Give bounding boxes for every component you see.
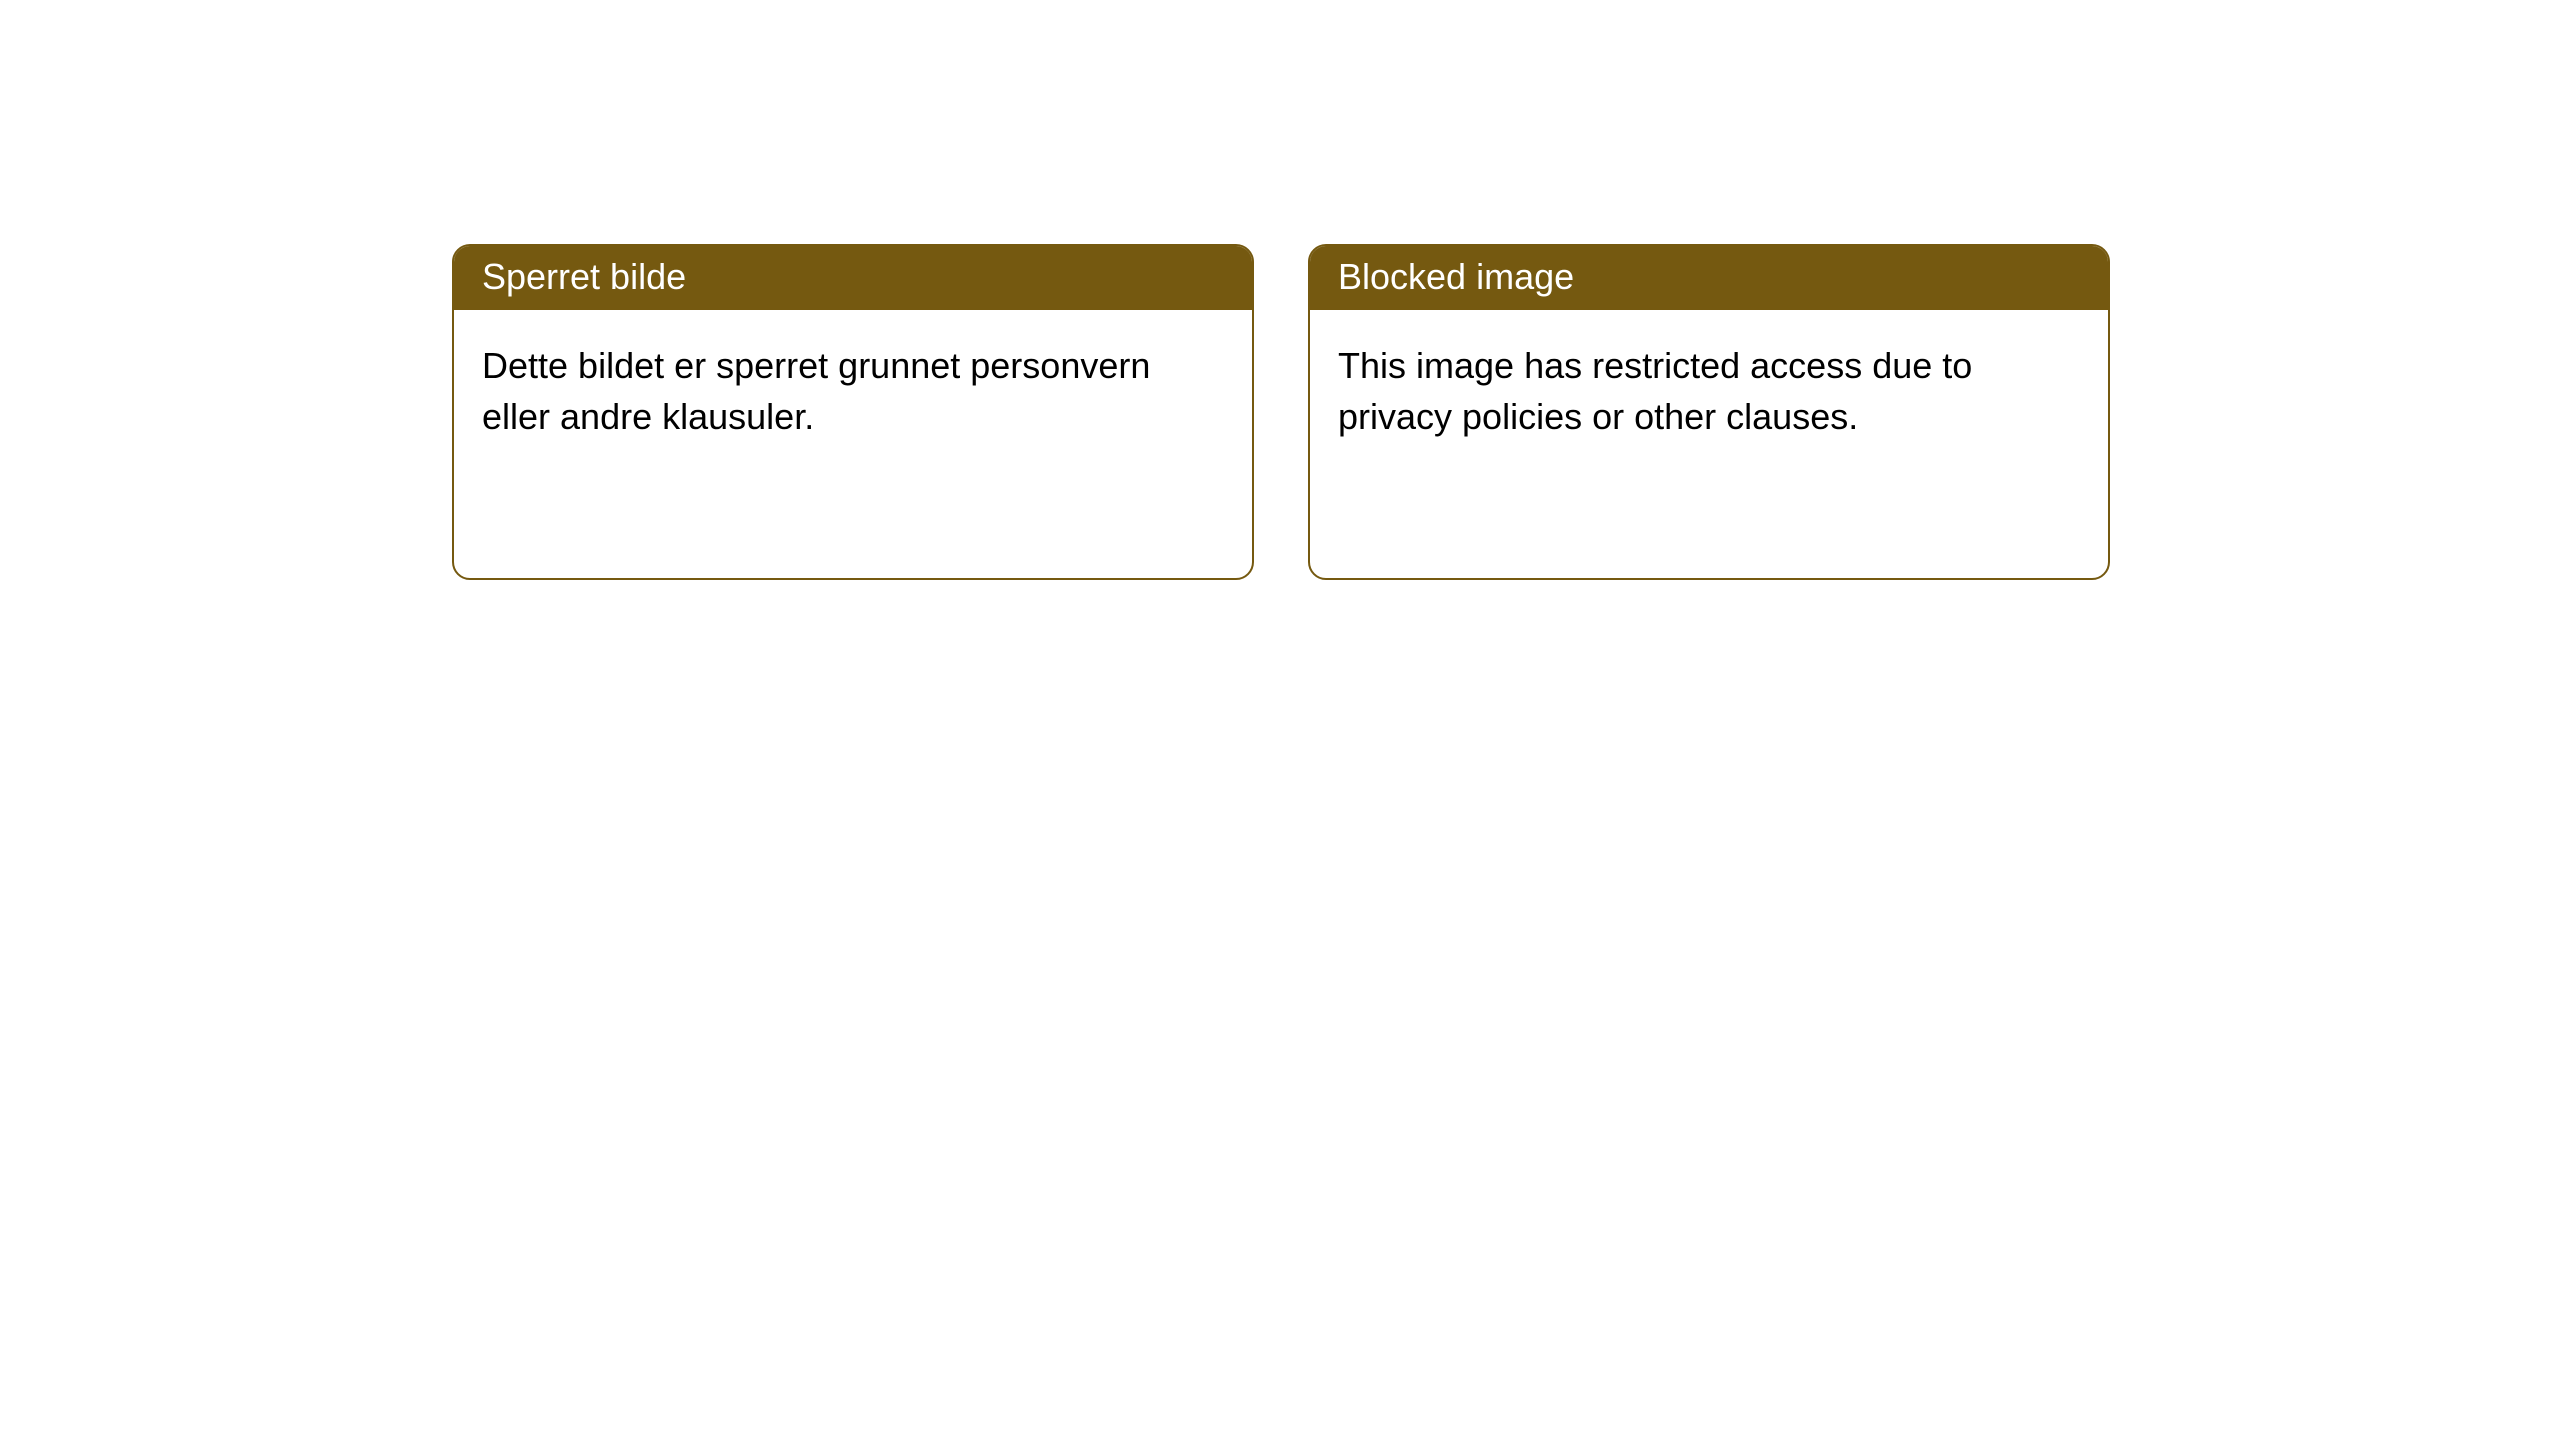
card-body-text: Dette bildet er sperret grunnet personve…: [482, 345, 1150, 437]
card-title: Sperret bilde: [482, 256, 686, 297]
card-title: Blocked image: [1338, 256, 1574, 297]
card-body-text: This image has restricted access due to …: [1338, 345, 1972, 437]
notice-card-english: Blocked image This image has restricted …: [1308, 244, 2110, 580]
card-header: Sperret bilde: [454, 246, 1252, 310]
notice-card-norwegian: Sperret bilde Dette bildet er sperret gr…: [452, 244, 1254, 580]
notice-container: Sperret bilde Dette bildet er sperret gr…: [0, 0, 2560, 580]
card-body: Dette bildet er sperret grunnet personve…: [454, 310, 1252, 472]
card-header: Blocked image: [1310, 246, 2108, 310]
card-body: This image has restricted access due to …: [1310, 310, 2108, 472]
